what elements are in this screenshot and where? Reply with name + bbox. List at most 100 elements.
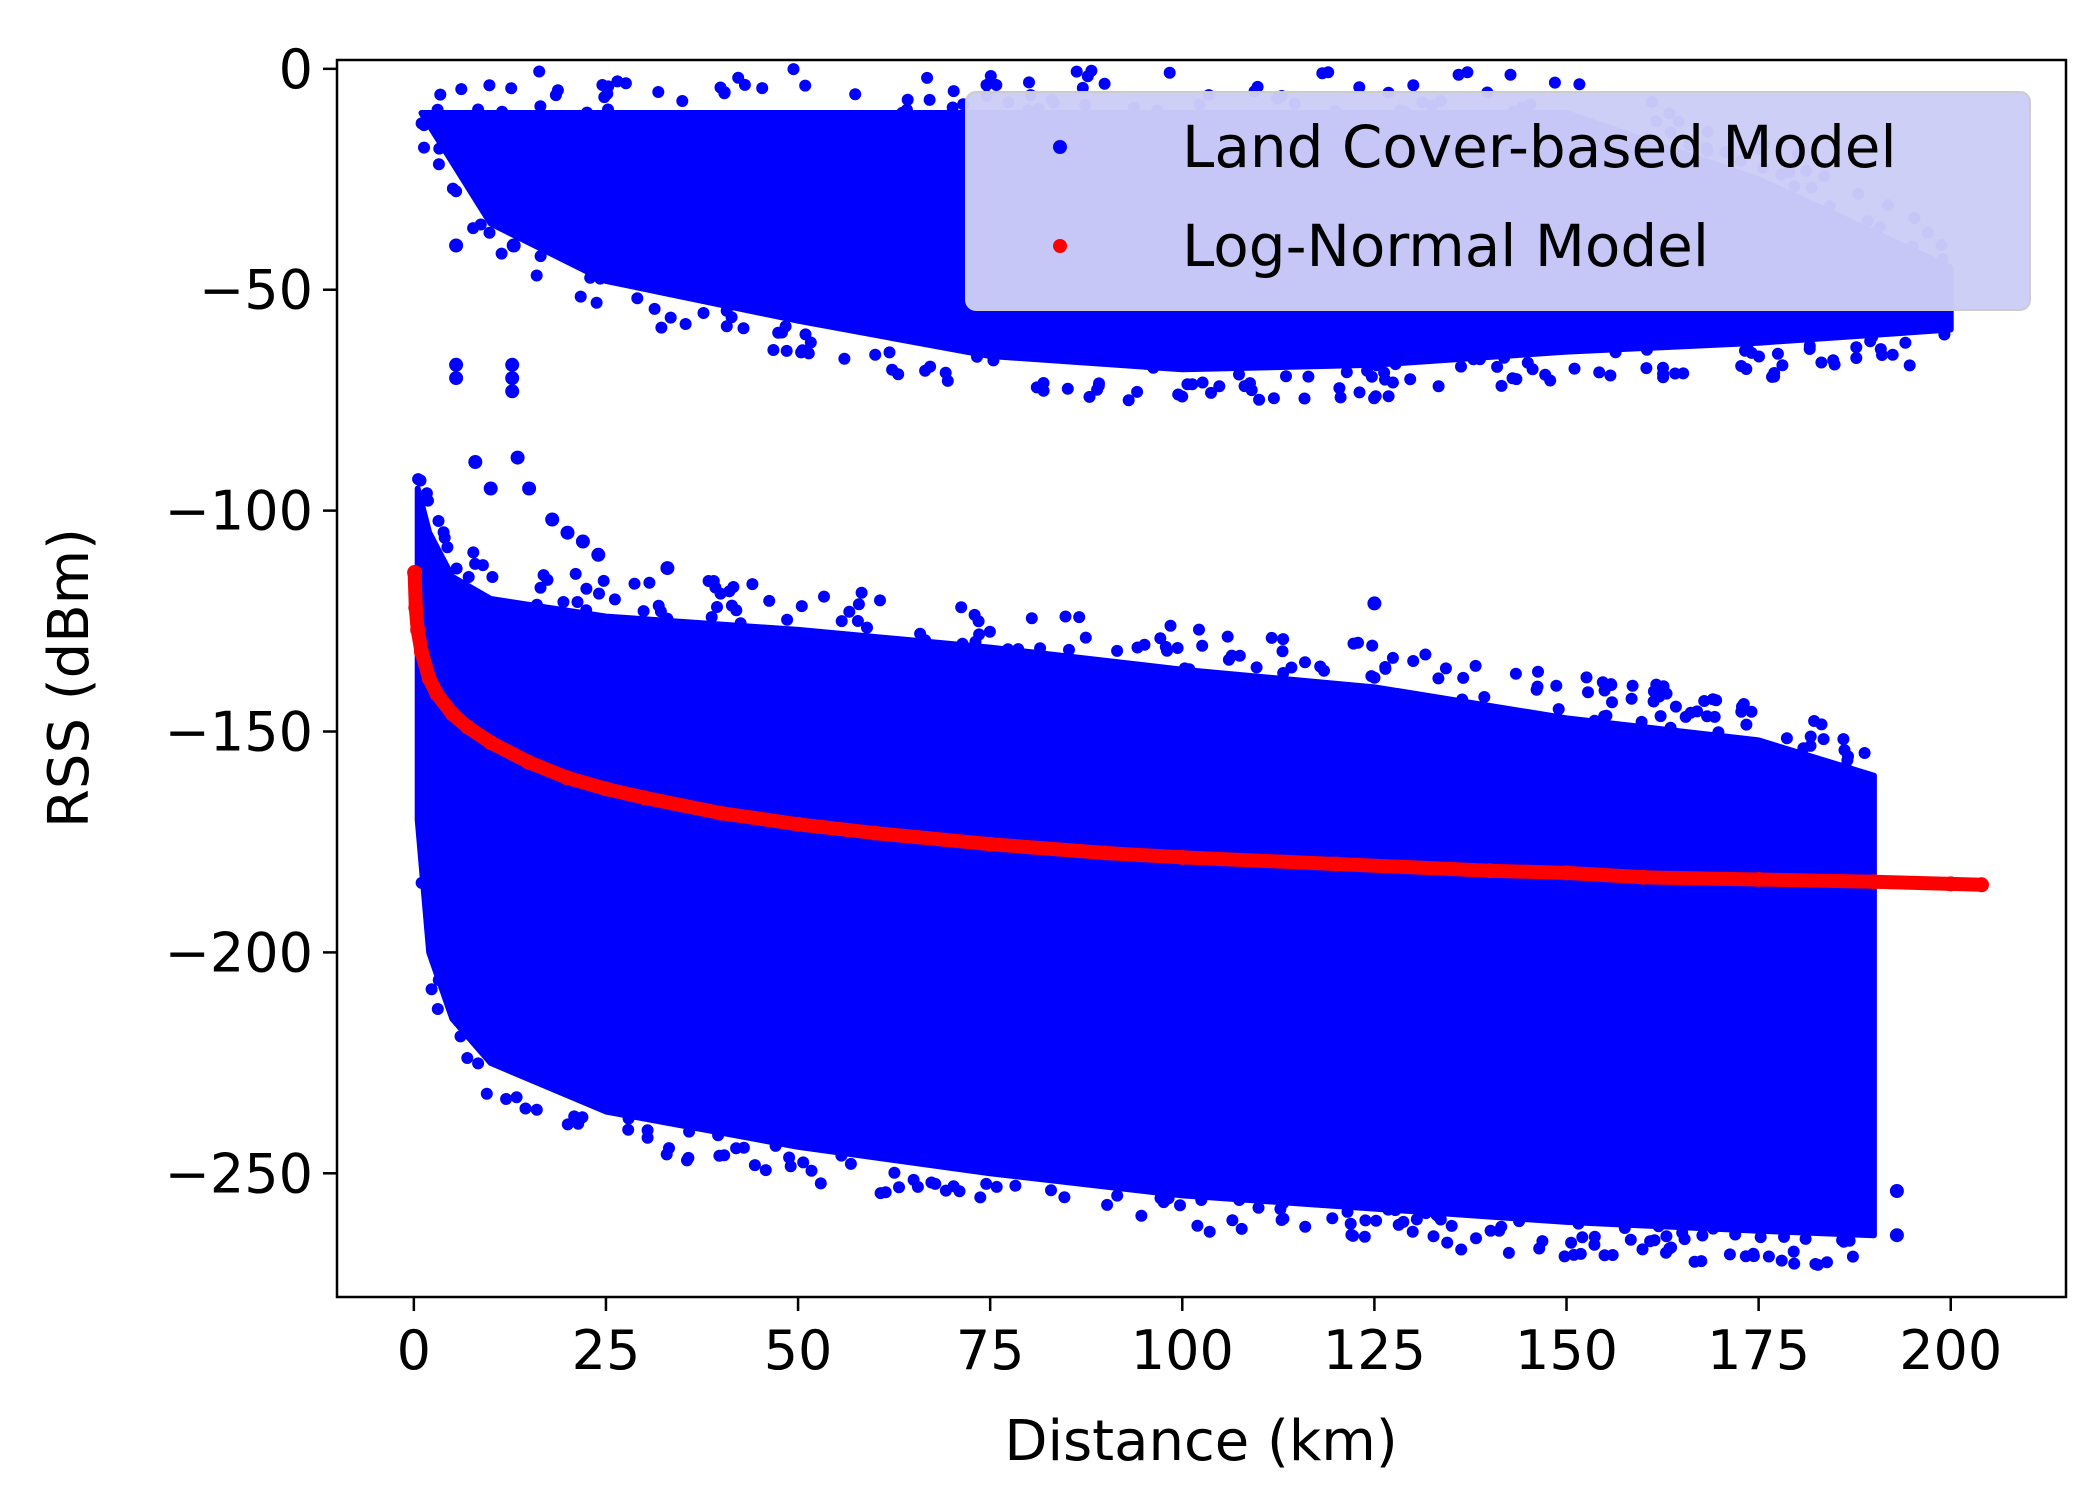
data-point-land-cover [1582, 686, 1594, 699]
data-point-land-cover [433, 142, 446, 155]
data-point-land-cover [1809, 1258, 1822, 1270]
data-point-land-cover [737, 322, 750, 335]
data-point-land-cover [660, 561, 675, 576]
data-point-land-cover [1419, 1207, 1432, 1220]
data-point-land-cover [1889, 1228, 1904, 1243]
data-point-land-cover [1741, 341, 1754, 354]
legend-marker-log-normal-model [1053, 239, 1067, 253]
data-point-land-cover [1452, 68, 1465, 81]
data-point-land-cover [608, 593, 621, 606]
data-point-land-cover [1276, 645, 1289, 658]
data-point-land-cover [1739, 1250, 1752, 1263]
data-point-land-cover [738, 78, 751, 91]
data-point-land-cover [1379, 661, 1392, 673]
data-point-land-cover [533, 65, 546, 78]
data-point-land-cover [1588, 714, 1601, 727]
data-point-land-cover [1368, 392, 1381, 405]
data-point-land-cover [611, 75, 624, 88]
data-point-land-cover [681, 1154, 693, 1167]
data-point-land-cover [1635, 715, 1648, 728]
data-point-land-cover [1430, 1208, 1443, 1221]
data-point-land-cover [683, 1125, 696, 1138]
data-point-land-cover [1070, 65, 1083, 78]
data-point-land-cover [1410, 1213, 1423, 1226]
data-point-land-cover [1432, 672, 1445, 685]
data-point-land-cover [581, 106, 593, 119]
data-point-land-cover [1478, 691, 1491, 703]
x-tick-label: 100 [1131, 1319, 1234, 1382]
data-point-land-cover [780, 344, 793, 357]
legend-marker-land-cover-based-model [1053, 140, 1067, 154]
data-point-land-cover [1367, 596, 1382, 611]
data-point-land-cover [500, 1093, 513, 1105]
data-point-land-cover [486, 571, 499, 583]
data-point-land-cover [1045, 1184, 1057, 1197]
data-point-log-normal [1943, 876, 1959, 892]
data-point-land-cover [534, 581, 547, 594]
data-point-land-cover [534, 100, 547, 113]
data-point-land-cover [580, 582, 593, 595]
data-point-land-cover [1558, 1250, 1571, 1263]
data-point-land-cover [1186, 378, 1199, 391]
data-point-land-cover [980, 1177, 993, 1190]
data-point-land-cover [1780, 732, 1793, 745]
data-point-land-cover [483, 79, 496, 92]
data-point-land-cover [505, 357, 520, 372]
data-point-land-cover [883, 346, 896, 359]
data-point-land-cover [480, 1087, 493, 1100]
data-point-land-cover [1397, 1215, 1410, 1228]
data-point-land-cover [1648, 1234, 1661, 1247]
data-point-log-normal [867, 825, 883, 841]
data-point-land-cover [697, 307, 710, 319]
data-point-land-cover [628, 577, 641, 590]
data-point-land-cover [1660, 687, 1673, 700]
data-point-land-cover [1370, 359, 1383, 372]
data-point-land-cover [654, 605, 667, 618]
data-point-land-cover [505, 384, 520, 399]
data-point-land-cover [1366, 639, 1379, 652]
data-point-land-cover [467, 546, 480, 559]
data-point-land-cover [655, 321, 668, 334]
data-point-land-cover [1407, 655, 1420, 667]
data-point-land-cover [434, 88, 447, 101]
data-point-land-cover [590, 296, 603, 309]
data-point-land-cover [1432, 380, 1445, 393]
data-point-land-cover [1808, 715, 1821, 727]
data-point-land-cover [1345, 1228, 1358, 1241]
data-point-land-cover [557, 596, 570, 608]
data-point-land-cover [1701, 710, 1714, 723]
data-point-land-cover [1193, 623, 1205, 636]
data-point-land-cover [1740, 363, 1753, 375]
data-point-land-cover [1382, 1203, 1395, 1216]
data-point-land-cover [449, 371, 464, 386]
data-point-land-cover [1083, 390, 1096, 403]
data-point-land-cover [418, 119, 430, 132]
data-point-land-cover [1609, 346, 1622, 359]
data-point-land-cover [844, 1157, 857, 1170]
data-point-land-cover [519, 1102, 532, 1115]
data-point-land-cover [971, 350, 983, 363]
data-point-land-cover [1677, 367, 1690, 380]
data-point-land-cover [1251, 80, 1264, 93]
data-point-log-normal [790, 816, 806, 832]
y-tick-label: −50 [199, 259, 313, 322]
data-point-land-cover [1804, 730, 1817, 743]
data-point-land-cover [510, 450, 525, 465]
data-point-land-cover [1657, 361, 1669, 374]
data-point-land-cover [1298, 392, 1311, 405]
data-point-land-cover [1253, 393, 1266, 406]
data-point-land-cover [838, 352, 851, 365]
data-point-land-cover [921, 71, 934, 84]
data-point-land-cover [886, 363, 899, 376]
data-point-land-cover [1299, 656, 1311, 669]
data-point-land-cover [622, 1123, 635, 1136]
data-point-land-cover [1196, 639, 1209, 652]
data-point-land-cover [1625, 692, 1638, 705]
data-point-land-cover [1598, 1249, 1611, 1262]
y-tick-label: −250 [165, 1142, 313, 1205]
data-point-land-cover [947, 1180, 960, 1193]
data-point-land-cover [835, 1149, 848, 1162]
data-point-land-cover [467, 222, 480, 235]
data-point-land-cover [1866, 330, 1879, 343]
data-point-land-cover [420, 487, 433, 500]
